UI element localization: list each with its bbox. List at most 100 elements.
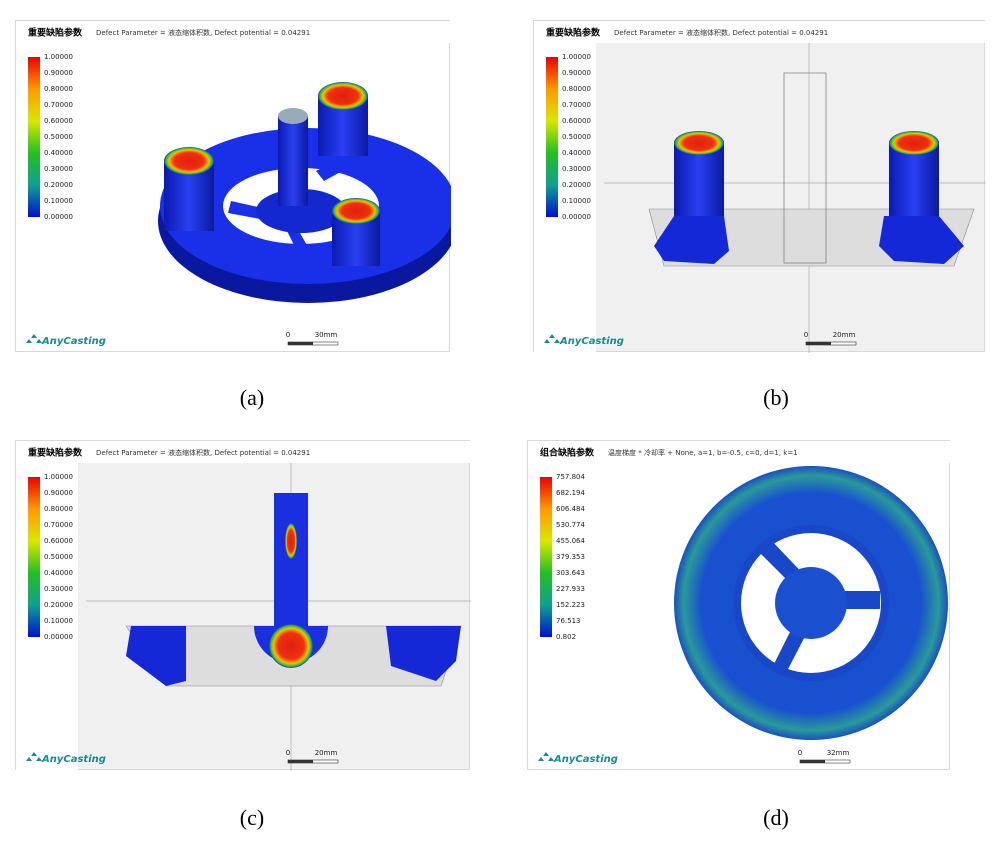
header-bg (528, 441, 951, 463)
shape (269, 624, 313, 668)
brand: AnyCasting (553, 754, 618, 765)
legend-label: 0.60000 (44, 537, 73, 545)
legend-label: 530.774 (556, 521, 585, 529)
brand-icon-part (548, 757, 554, 761)
scale-bar-half (806, 342, 831, 345)
brand-icon-part (554, 339, 560, 343)
legend-label: 0.40000 (44, 149, 73, 157)
legend-bar (546, 57, 558, 217)
legend-label: 0.50000 (562, 133, 591, 141)
shape (879, 216, 964, 264)
legend-label: 0.80000 (562, 85, 591, 93)
legend-label: 0.50000 (44, 133, 73, 141)
legend-label: 1.00000 (44, 473, 73, 481)
shape (228, 151, 364, 265)
shape (758, 539, 880, 673)
legend-label: 303.643 (556, 569, 585, 577)
brand-icon (544, 334, 560, 343)
shape (16, 441, 78, 771)
legend-label: 757.804 (556, 473, 585, 481)
shape (674, 141, 724, 216)
header-bg (16, 441, 471, 463)
panel: 重要缺陷参数 Defect Parameter = 液态缩体积数, Defect … (15, 20, 451, 352)
legend-label: 0.50000 (44, 553, 73, 561)
legend-label: 1.00000 (562, 53, 591, 61)
legend-label: 0.70000 (44, 521, 73, 529)
shape (332, 198, 380, 224)
parameter: Defect Parameter = 液态缩体积数, Defect potent… (96, 28, 310, 37)
scale-start: 0 (286, 331, 290, 339)
panel: 重要缺陷参数 Defect Parameter = 液态缩体积数, Defect … (533, 20, 986, 353)
brand-icon-part (31, 752, 37, 756)
brand-icon (26, 334, 42, 343)
shape (318, 82, 368, 110)
legend-label: 379.353 (556, 553, 585, 561)
legend-label: 606.484 (556, 505, 585, 513)
panel: 重要缺陷参数 Defect Parameter = 液态缩体积数, Defect … (15, 440, 471, 771)
shape (164, 147, 214, 175)
brand-icon-part (26, 757, 32, 761)
legend-label: 0.80000 (44, 505, 73, 513)
shape (278, 108, 308, 124)
brand-icon (538, 752, 554, 761)
header: 重要缺陷参数 (28, 27, 83, 39)
legend-label: 0.10000 (562, 197, 591, 205)
legend-label: 0.70000 (562, 101, 591, 109)
shape (654, 216, 729, 264)
parameter: Defect Parameter = 液态缩体积数, Defect potent… (614, 28, 828, 37)
shape (889, 131, 939, 155)
illustration (674, 466, 948, 740)
legend-label: 227.933 (556, 585, 585, 593)
legend-label: 0.30000 (44, 165, 73, 173)
parameter: 温度梯度 * 冷却率 + None, a=1, b=-0.5, c=0, d=1… (608, 448, 798, 457)
legend-label: 152.223 (556, 601, 585, 609)
scale-end: 20mm (315, 749, 338, 757)
header: 重要缺陷参数 (28, 447, 83, 459)
legend-label: 0.80000 (44, 85, 73, 93)
legend-label: 0.10000 (44, 197, 73, 205)
brand: AnyCasting (559, 336, 624, 347)
panel: 组合缺陷参数 温度梯度 * 冷却率 + None, a=1, b=-0.5, c=… (527, 440, 951, 770)
brand: AnyCasting (41, 754, 106, 765)
illustration (158, 82, 451, 303)
scale-bar-half (288, 342, 313, 345)
legend-label: 0.90000 (562, 69, 591, 77)
legend-label: 0.00000 (44, 633, 73, 641)
legend-label: 0.90000 (44, 69, 73, 77)
scale-start: 0 (798, 749, 802, 757)
brand-icon-part (549, 334, 555, 338)
legend-label: 1.00000 (44, 53, 73, 61)
legend-label: 0.40000 (44, 569, 73, 577)
shape (285, 523, 297, 559)
legend-label: 0.20000 (44, 601, 73, 609)
legend-label: 0.60000 (562, 117, 591, 125)
caption: (c) (239, 805, 265, 830)
caption: (d) (763, 805, 789, 830)
legend-label: 0.30000 (562, 165, 591, 173)
scale-end: 32mm (827, 749, 850, 757)
legend-label: 0.60000 (44, 117, 73, 125)
panel-svg: 重要缺陷参数 Defect Parameter = 液态缩体积数, Defect … (16, 441, 471, 771)
header-bg (16, 21, 451, 43)
legend-label: 682.194 (556, 489, 585, 497)
panel-svg: 重要缺陷参数 Defect Parameter = 液态缩体积数, Defect … (16, 21, 451, 347)
scale-start: 0 (804, 331, 808, 339)
legend-label: 0.90000 (44, 489, 73, 497)
caption: (a) (239, 385, 265, 410)
brand-icon (26, 752, 42, 761)
brand: AnyCasting (41, 336, 106, 347)
legend-label: 0.00000 (562, 213, 591, 221)
scale-end: 30mm (315, 331, 338, 339)
header: 重要缺陷参数 (546, 27, 601, 39)
legend-bar (28, 57, 40, 217)
shape (889, 141, 939, 216)
header: 组合缺陷参数 (540, 447, 595, 459)
shape (783, 72, 827, 264)
legend-label: 0.20000 (562, 181, 591, 189)
legend-label: 0.00000 (44, 213, 73, 221)
brand-icon-part (26, 339, 32, 343)
brand-icon-part (543, 752, 549, 756)
scale-end: 20mm (833, 331, 856, 339)
illustration (16, 441, 471, 771)
